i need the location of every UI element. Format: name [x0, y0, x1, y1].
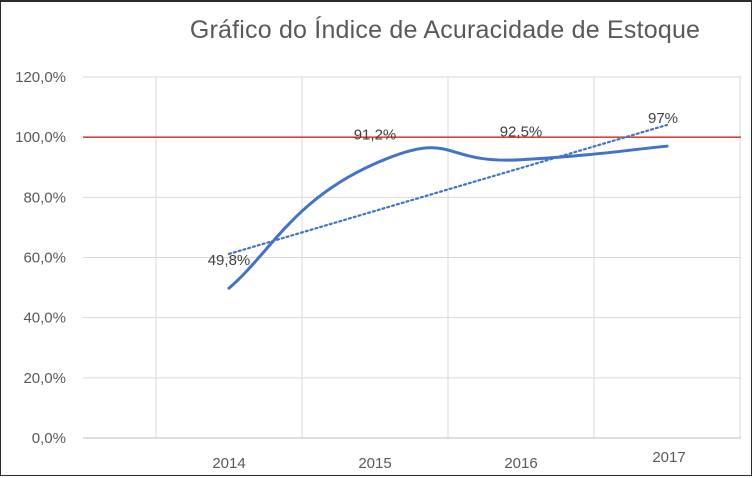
data-label: 97%: [648, 110, 678, 127]
data-label: 91,2%: [354, 127, 397, 144]
y-tick-label: 0,0%: [32, 430, 66, 447]
x-tick-label: 2014: [212, 455, 245, 472]
y-tick-label: 20,0%: [23, 370, 66, 387]
y-tick-label: 40,0%: [23, 310, 66, 327]
series-line: [227, 144, 669, 290]
x-tick-label: 2017: [652, 449, 685, 466]
data-label: 49,8%: [208, 252, 251, 269]
y-tick-label: 120,0%: [15, 69, 66, 86]
x-tick-label: 2016: [504, 455, 537, 472]
trendline: [227, 123, 669, 256]
y-tick-label: 80,0%: [23, 189, 66, 206]
chart-title: Gráfico do Índice de Acuracidade de Esto…: [189, 16, 701, 44]
y-tick-label: 100,0%: [15, 129, 66, 146]
data-label: 92,5%: [500, 124, 543, 141]
x-tick-label: 2015: [358, 455, 391, 472]
y-tick-label: 60,0%: [23, 250, 66, 267]
